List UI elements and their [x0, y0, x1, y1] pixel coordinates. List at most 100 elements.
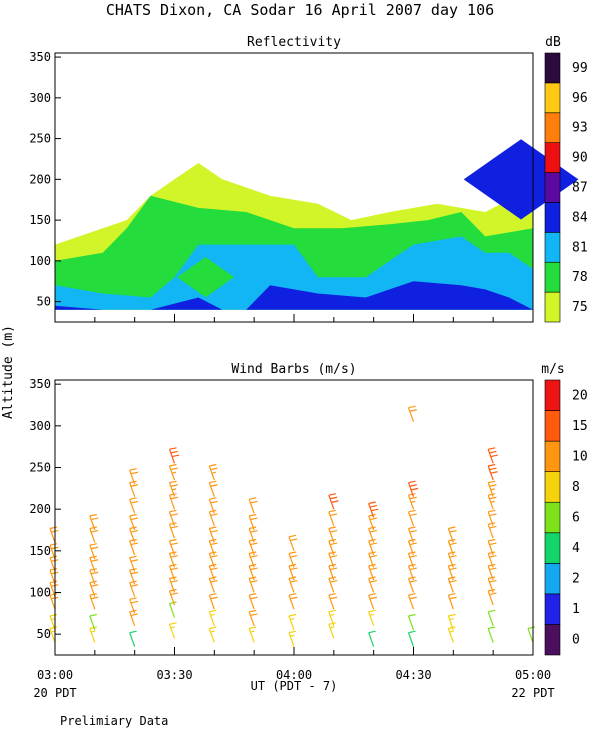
- contour-feature-84: [463, 139, 579, 220]
- wind-barb: [288, 534, 298, 552]
- wind-barb: [487, 447, 498, 464]
- wind-barb: [288, 551, 298, 568]
- wind-barb: [129, 526, 139, 543]
- colorbar-label: 20: [572, 388, 588, 403]
- y-tick-label: 50: [37, 627, 51, 641]
- wind-barb: [368, 609, 376, 627]
- wind-barb: [328, 551, 338, 568]
- x-tick-label: 05:00: [515, 668, 551, 682]
- colorbar-swatch: [544, 410, 561, 442]
- wind-barb: [328, 563, 338, 581]
- wind-barb: [208, 526, 218, 543]
- reflectivity-contours: [55, 139, 579, 310]
- wind-barb: [248, 563, 258, 581]
- wind-barb: [368, 551, 378, 568]
- wind-barb: [368, 538, 378, 556]
- y-tick-label: 350: [29, 50, 51, 64]
- y-tick-label: 150: [29, 213, 51, 227]
- wind-barb: [168, 588, 178, 606]
- reflectivity-title: Reflectivity: [247, 35, 341, 50]
- wind-barb: [248, 593, 258, 610]
- wind-barb: [129, 468, 139, 485]
- x-tick-label: 04:30: [395, 668, 431, 682]
- colorbar-label: 90: [572, 151, 588, 166]
- wind-barb: [527, 626, 536, 643]
- y-tick-label: 250: [29, 461, 51, 475]
- wind-barb: [407, 538, 417, 556]
- wind-barb: [328, 526, 338, 543]
- wind-barb: [328, 622, 336, 639]
- wind-barb: [49, 526, 59, 543]
- wind-barb: [208, 538, 218, 556]
- wind-barb: [248, 513, 258, 531]
- y-tick-label: 50: [37, 295, 51, 309]
- wind-barb: [89, 555, 99, 572]
- reflectivity-colorbar: 75 78 81 84 87 90 93 96 99: [544, 52, 588, 323]
- wind-barb: [447, 563, 457, 581]
- colorbar-label: 78: [572, 270, 588, 285]
- wind-barb: [208, 626, 217, 643]
- wind-barb: [129, 513, 139, 531]
- colorbar-swatch: [544, 52, 561, 84]
- colorbar-label: 15: [572, 419, 588, 434]
- colorbar-swatch: [544, 440, 561, 472]
- wind-barb: [168, 622, 177, 639]
- colorbar-label: 10: [572, 449, 588, 464]
- wind-barb: [407, 576, 417, 593]
- wind-barb: [368, 630, 376, 647]
- footer-note: Prelimiary Data: [60, 714, 168, 728]
- x-tick-label: 03:00: [37, 668, 73, 682]
- wind-barb: [328, 538, 338, 556]
- wind-barb: [328, 576, 338, 593]
- wind-barb: [129, 538, 139, 556]
- wind-barb: [447, 576, 457, 593]
- colorbar-label: 2: [572, 572, 580, 587]
- wind-barb: [89, 626, 97, 643]
- wind-barb: [328, 593, 338, 610]
- wind-barb: [89, 580, 99, 597]
- wind-barb: [288, 563, 298, 581]
- wind-barb: [168, 563, 178, 581]
- wind-barb: [208, 480, 218, 497]
- colorbar-label: 6: [572, 511, 580, 526]
- wind-barb: [447, 593, 457, 610]
- x-end-note: 22 PDT: [511, 686, 554, 700]
- wind-barb: [168, 576, 178, 593]
- colorbar-label: 1: [572, 602, 580, 617]
- wind-barb: [407, 493, 417, 510]
- wind-barb: [487, 522, 497, 539]
- wind-barb: [248, 538, 258, 556]
- wind-barb: [407, 563, 417, 581]
- contour-band-84: [55, 281, 533, 310]
- wind-barb: [208, 551, 218, 568]
- wind-barb: [49, 626, 58, 643]
- wind-barb: [368, 501, 379, 518]
- wind-barb: [487, 563, 497, 581]
- x-tick-label: 04:00: [276, 668, 312, 682]
- wind-barb: [129, 580, 139, 597]
- wind-barb: [129, 555, 139, 572]
- wind-barb: [89, 568, 99, 585]
- wind-barb: [89, 526, 99, 543]
- wind-barbs-title: Wind Barbs (m/s): [231, 362, 356, 377]
- colorbar-swatch: [544, 532, 561, 564]
- wind-barb: [129, 480, 139, 497]
- wind-barb: [487, 576, 497, 593]
- wind-barb: [208, 593, 218, 610]
- wind-barb: [248, 551, 258, 568]
- wind-barb: [407, 480, 419, 497]
- figure-title: CHATS Dixon, CA Sodar 16 April 2007 day …: [106, 1, 494, 19]
- colorbar-label: 96: [572, 91, 588, 106]
- y-tick-label: 200: [29, 172, 51, 186]
- reflectivity-axes: 50 100 150 200 250 300 350: [29, 50, 534, 322]
- wind-barb: [368, 526, 378, 543]
- wind-barb: [487, 551, 497, 568]
- wind-barb: [288, 576, 298, 593]
- y-tick-label: 200: [29, 502, 51, 516]
- wind-barb: [368, 513, 378, 531]
- wind-barb: [487, 493, 497, 510]
- wind-barb: [328, 609, 336, 627]
- colorbar-swatch: [544, 563, 561, 595]
